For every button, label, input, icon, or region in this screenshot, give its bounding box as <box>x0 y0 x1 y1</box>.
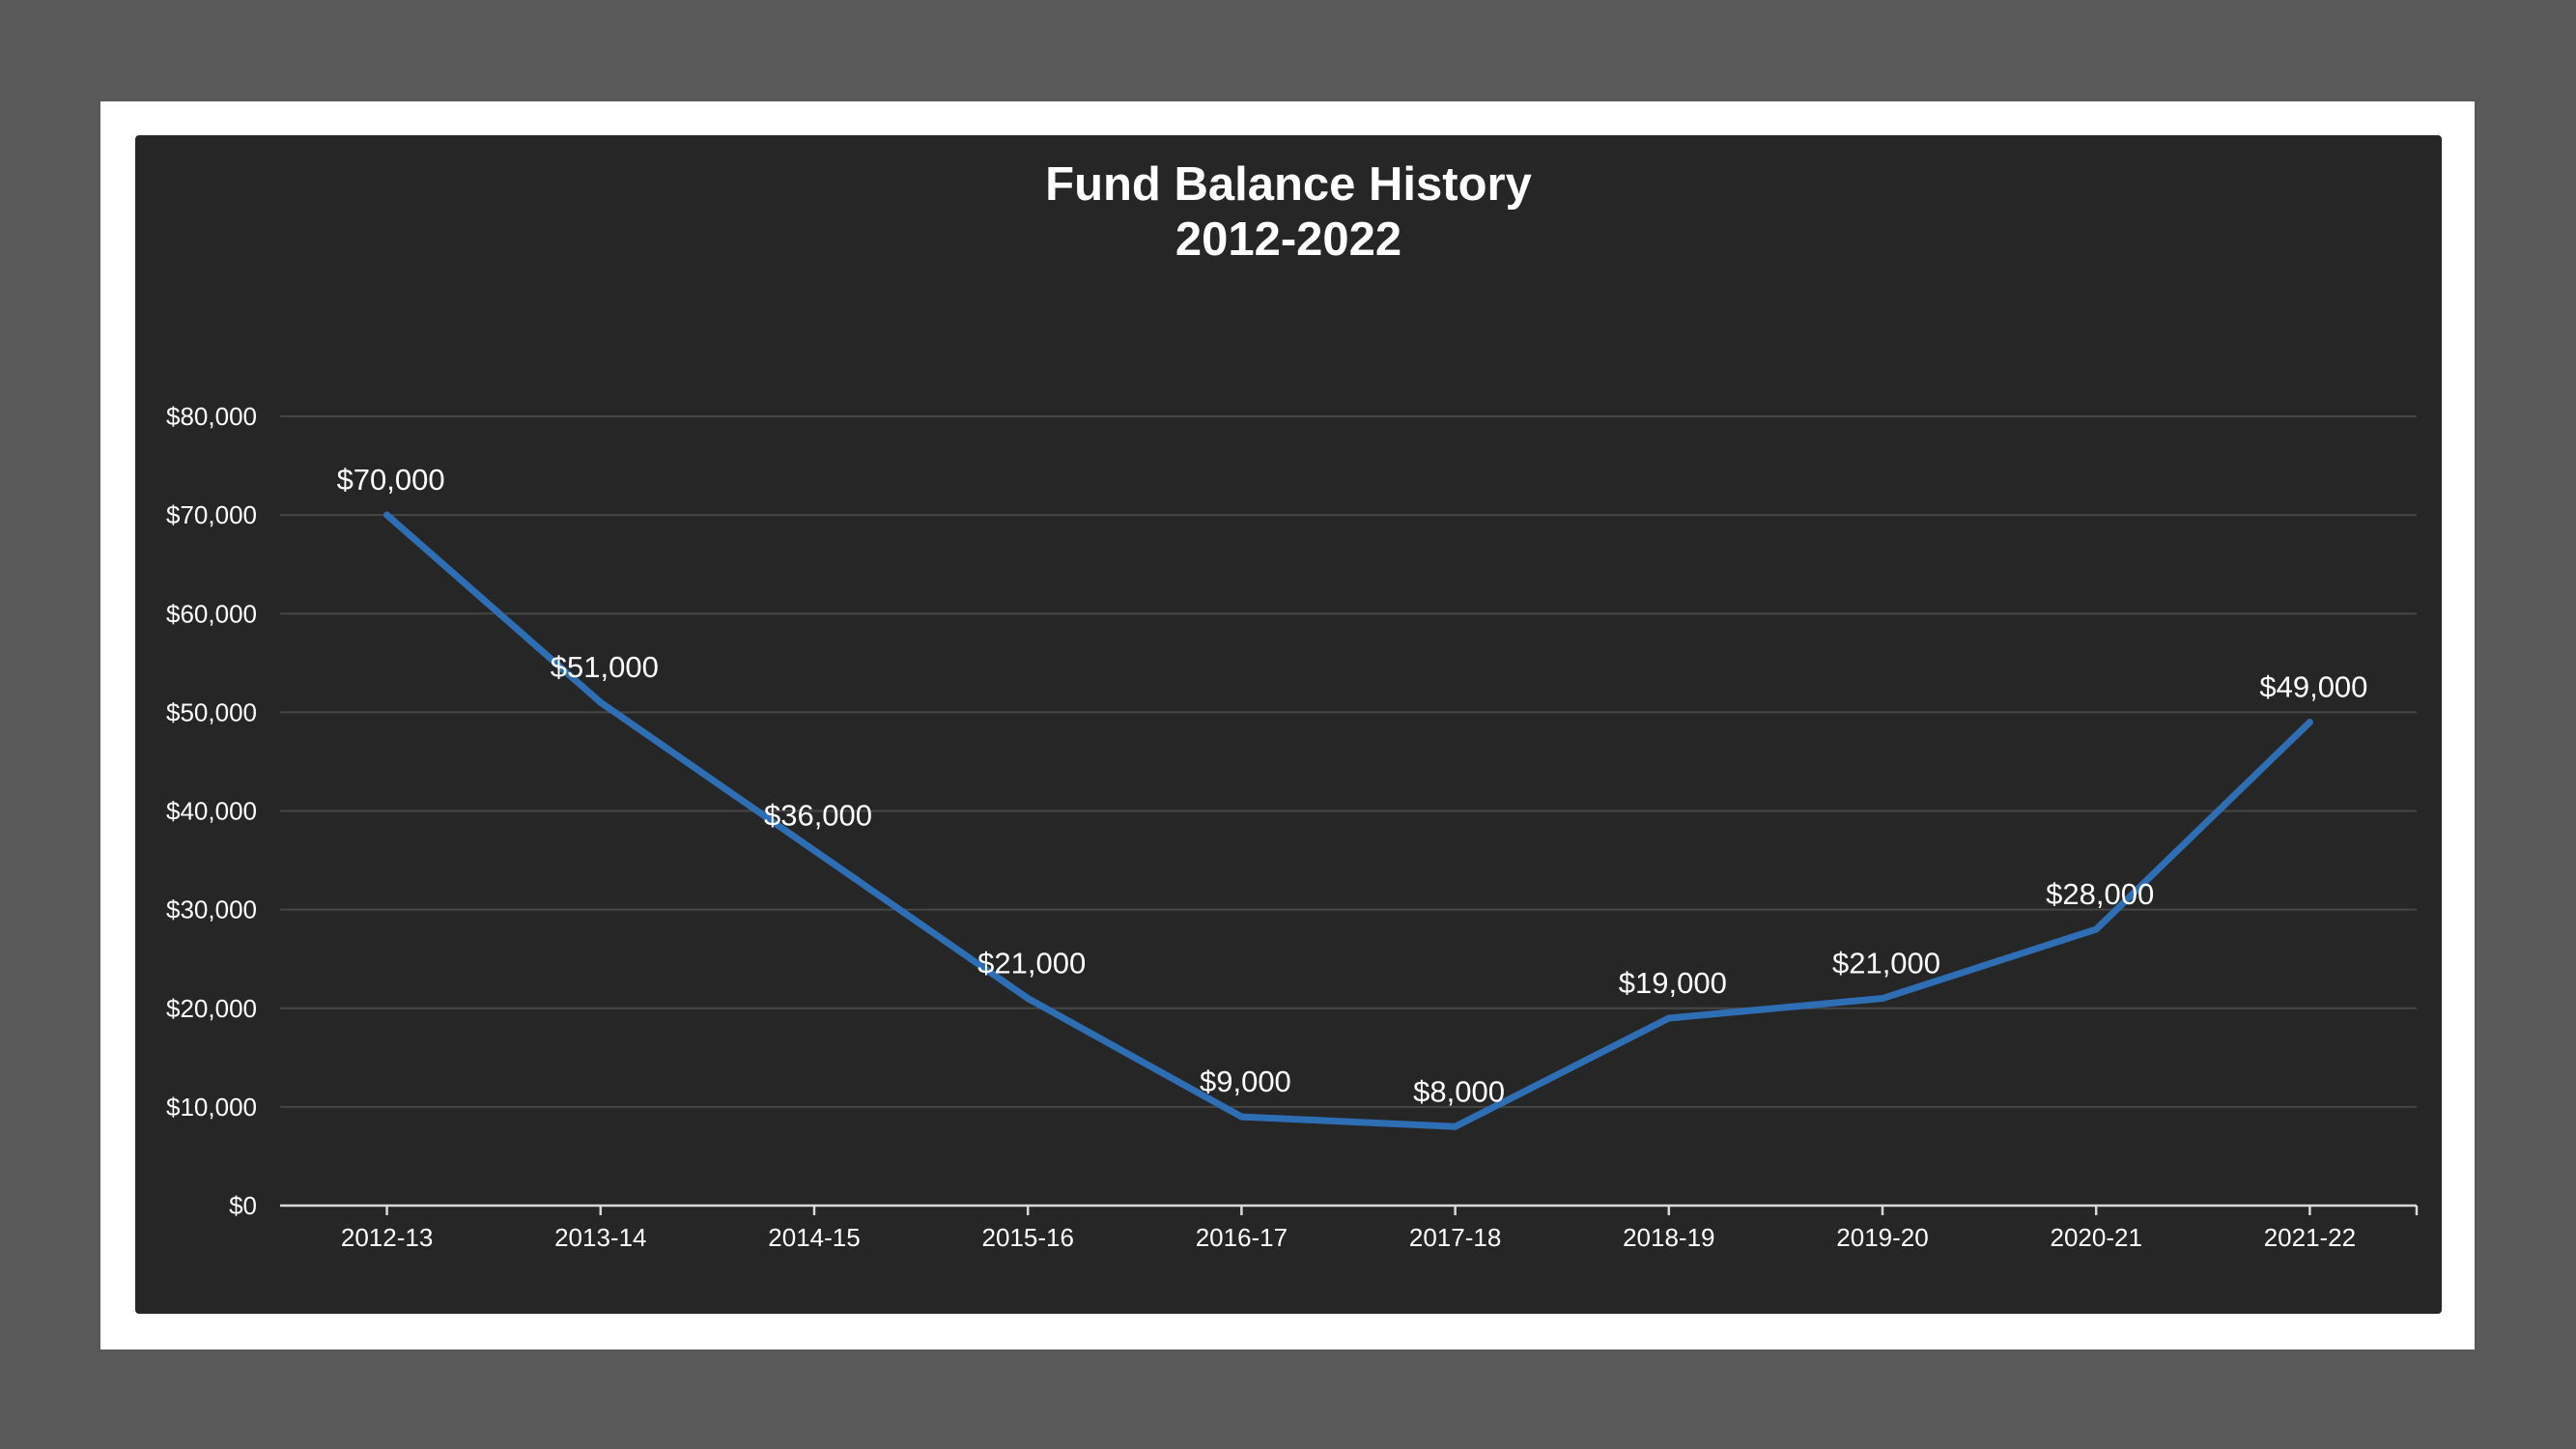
y-tick-label: $30,000 <box>166 895 257 924</box>
chart-title-line-2: 2012-2022 <box>1175 213 1401 266</box>
data-point <box>1024 995 1032 1003</box>
data-point <box>1452 1122 1459 1130</box>
x-tick-label: 2012-13 <box>341 1223 433 1252</box>
x-tick-label: 2019-20 <box>1836 1223 1928 1252</box>
x-tick-label: 2013-14 <box>554 1223 646 1252</box>
gridlines <box>280 415 2417 1108</box>
data-point <box>1237 1113 1245 1121</box>
data-point <box>810 846 818 854</box>
y-tick-label: $80,000 <box>166 402 257 431</box>
y-tick-label: $0 <box>229 1191 257 1220</box>
x-tick-label: 2016-17 <box>1196 1223 1288 1252</box>
data-point <box>597 698 605 706</box>
data-label: $8,000 <box>1413 1074 1505 1108</box>
data-label: $49,000 <box>2259 670 2367 704</box>
x-tick-label: 2017-18 <box>1409 1223 1501 1252</box>
data-label: $21,000 <box>977 947 1086 980</box>
data-label: $21,000 <box>1832 947 1940 980</box>
data-label: $51,000 <box>551 650 659 684</box>
x-tick-label: 2020-21 <box>2050 1223 2141 1252</box>
chart-area <box>135 135 2442 1314</box>
data-label: $70,000 <box>337 463 445 497</box>
y-tick-label: $20,000 <box>166 994 257 1023</box>
y-tick-label: $50,000 <box>166 697 257 726</box>
data-label: $28,000 <box>2046 877 2154 911</box>
data-point <box>1665 1014 1673 1022</box>
y-tick-label: $40,000 <box>166 797 257 826</box>
x-axis-tick-labels: 2012-13 2013-14 2014-15 2015-16 2016-17 2017-… <box>341 1223 2356 1252</box>
data-labels: $70,000 $51,000 $36,000 $21,000 $9,000 $8,000… <box>337 463 2368 1108</box>
x-tick-label: 2021-22 <box>2264 1223 2356 1252</box>
series-line <box>383 511 2313 1130</box>
x-tick-label: 2014-15 <box>768 1223 860 1252</box>
data-point <box>2092 925 2100 933</box>
data-point <box>1879 995 1886 1003</box>
y-axis-tick-labels: $0 $10,000 $20,000 $30,000 $40,000 $50,000 $60… <box>166 402 257 1220</box>
x-tick-label: 2015-16 <box>981 1223 1073 1252</box>
data-point <box>2306 719 2313 726</box>
y-tick-label: $60,000 <box>166 599 257 628</box>
data-label: $9,000 <box>1200 1065 1291 1098</box>
chart-title-line-1: Fund Balance History <box>1045 158 1532 211</box>
y-tick-label: $70,000 <box>166 500 257 529</box>
data-point <box>383 511 391 519</box>
data-label: $19,000 <box>1619 966 1727 1000</box>
y-tick-label: $10,000 <box>166 1093 257 1122</box>
x-axis <box>280 1204 2419 1215</box>
series-polyline <box>383 511 2313 1130</box>
x-tick-label: 2018-19 <box>1623 1223 1714 1252</box>
data-label: $36,000 <box>764 798 872 832</box>
